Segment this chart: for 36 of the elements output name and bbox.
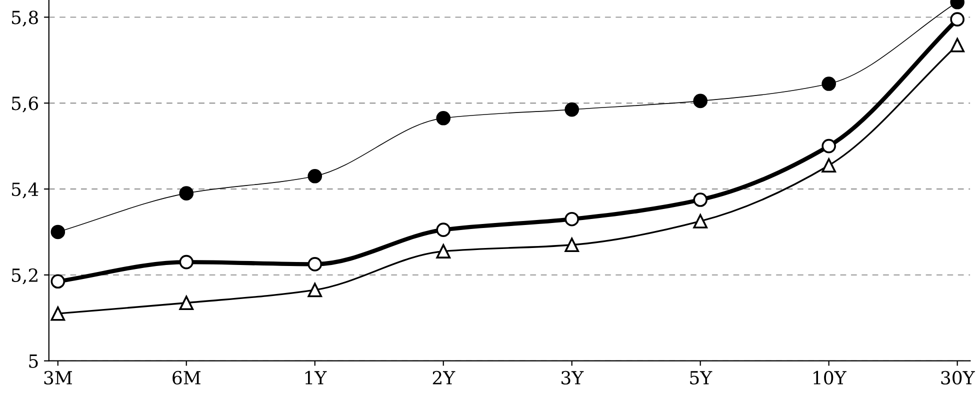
y-tick-label: 5 xyxy=(29,354,38,368)
x-tick-label: 2Y xyxy=(432,370,456,384)
x-tick-label: 6M xyxy=(172,370,200,385)
point xyxy=(564,212,580,226)
point xyxy=(564,238,580,252)
point xyxy=(179,254,194,270)
point xyxy=(436,110,451,126)
point xyxy=(950,38,964,52)
point xyxy=(822,76,836,91)
point xyxy=(693,192,708,207)
point xyxy=(822,158,836,173)
point xyxy=(179,186,194,200)
point xyxy=(693,94,708,108)
point xyxy=(950,12,964,26)
point xyxy=(179,296,194,310)
point xyxy=(50,224,66,240)
point xyxy=(564,102,580,117)
point xyxy=(693,214,708,228)
x-tick-label: 3Y xyxy=(562,370,584,385)
point xyxy=(308,282,322,298)
x-tick-label: 1Y xyxy=(305,370,327,384)
y-tick-label: 5,4 xyxy=(12,182,38,198)
y-tick-label: 5,6 xyxy=(12,96,38,112)
point xyxy=(50,306,66,321)
x-tick-label: 3M xyxy=(44,370,72,385)
x-tick-label: 10Y xyxy=(814,370,846,385)
point xyxy=(308,257,322,272)
point xyxy=(822,138,836,154)
point xyxy=(436,222,451,237)
point xyxy=(308,168,322,184)
point xyxy=(50,274,66,289)
y-tick-label: 5,2 xyxy=(12,268,38,284)
x-tick-label: 5Y xyxy=(690,371,712,385)
y-tick-label: 5,8 xyxy=(12,10,38,27)
point xyxy=(436,244,451,258)
x-tick-label: 30Y xyxy=(941,370,975,385)
